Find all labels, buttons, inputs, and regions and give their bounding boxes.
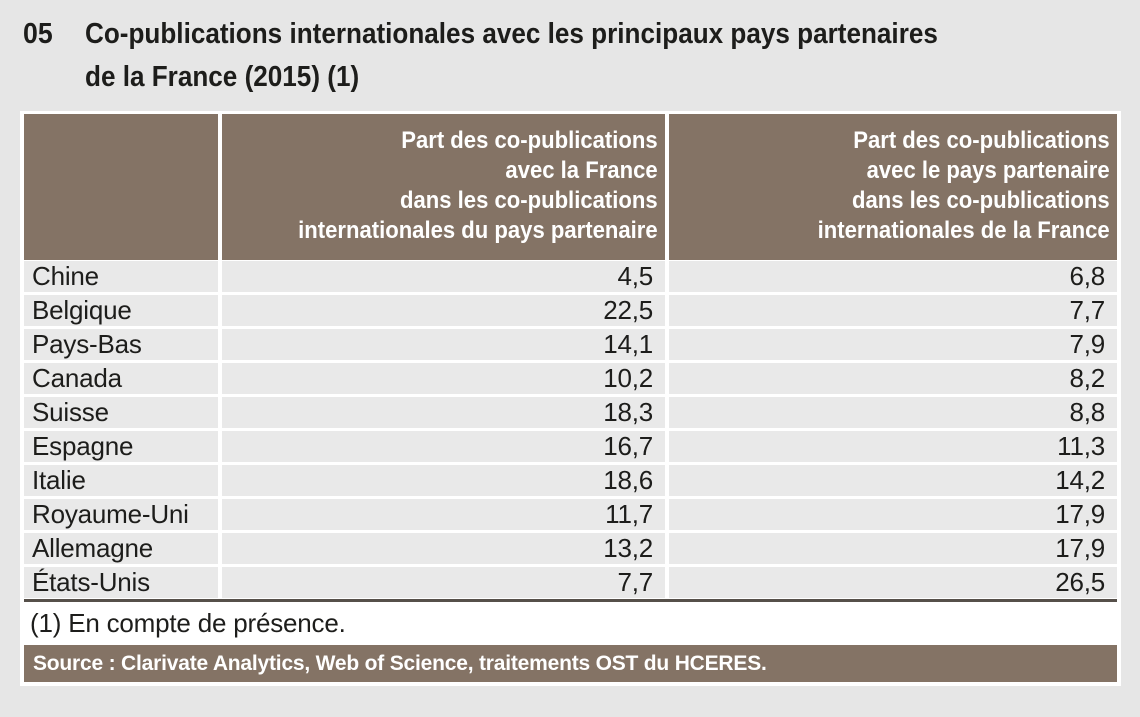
share-in-france-cell: 14,2 — [669, 465, 1117, 496]
share-in-partner-cell: 4,5 — [222, 261, 665, 292]
country-cell: Italie — [24, 465, 218, 496]
figure-title-block: 05 Co-publications internationales avec … — [0, 0, 1140, 99]
table-panel: Part des co-publications avec la France … — [20, 111, 1121, 686]
table-body: Chine 4,5 6,8 Belgique 22,5 7,7 Pays-Bas 14,1 7,… — [24, 261, 1117, 598]
figure-number: 05 — [23, 18, 53, 50]
column-header-share-in-france: Part des co-publications avec le pays pa… — [669, 114, 1117, 260]
share-in-partner-cell: 13,2 — [222, 533, 665, 564]
share-in-france-cell: 6,8 — [669, 261, 1117, 292]
table-row: Royaume-Uni 11,7 17,9 — [24, 499, 1117, 530]
column-header-share-in-partner: Part des co-publications avec la France … — [222, 114, 665, 260]
share-in-partner-cell: 10,2 — [222, 363, 665, 394]
corner-header-cell — [24, 114, 218, 260]
page-title: Co-publications internationales avec les… — [85, 13, 938, 99]
table-row: États-Unis 7,7 26,5 — [24, 567, 1117, 598]
share-in-france-cell: 11,3 — [669, 431, 1117, 462]
title-line-1: Co-publications internationales avec les… — [85, 18, 938, 50]
header-line: internationales de la France — [817, 217, 1110, 244]
country-cell: Espagne — [24, 431, 218, 462]
share-in-france-cell: 17,9 — [669, 499, 1117, 530]
header-line: avec la France — [505, 157, 658, 184]
header-line: dans les co-publications — [399, 187, 658, 214]
country-cell: Royaume-Uni — [24, 499, 218, 530]
header-line: Part des co-publications — [853, 127, 1110, 154]
share-in-france-cell: 26,5 — [669, 567, 1117, 598]
share-in-partner-cell: 18,3 — [222, 397, 665, 428]
table-header-row: Part des co-publications avec la France … — [24, 114, 1117, 260]
header-line: Part des co-publications — [401, 127, 658, 154]
share-in-partner-cell: 14,1 — [222, 329, 665, 360]
country-cell: Pays-Bas — [24, 329, 218, 360]
share-in-partner-cell: 22,5 — [222, 295, 665, 326]
footnote: (1) En compte de présence. — [24, 602, 1117, 645]
title-line-2: de la France (2015) (1) — [85, 61, 360, 93]
country-cell: Allemagne — [24, 533, 218, 564]
share-in-france-cell: 17,9 — [669, 533, 1117, 564]
table-row: Belgique 22,5 7,7 — [24, 295, 1117, 326]
table-bottom-border — [24, 599, 1117, 602]
share-in-france-cell: 8,8 — [669, 397, 1117, 428]
header-line: dans les co-publications — [851, 187, 1110, 214]
country-cell: Belgique — [24, 295, 218, 326]
share-in-france-cell: 7,7 — [669, 295, 1117, 326]
share-in-partner-cell: 11,7 — [222, 499, 665, 530]
share-in-france-cell: 8,2 — [669, 363, 1117, 394]
country-cell: Suisse — [24, 397, 218, 428]
table-row: Chine 4,5 6,8 — [24, 261, 1117, 292]
header-line: internationales du pays partenaire — [298, 217, 658, 244]
share-in-partner-cell: 16,7 — [222, 431, 665, 462]
source-bar: Source : Clarivate Analytics, Web of Sci… — [24, 645, 1117, 682]
table-row: Italie 18,6 14,2 — [24, 465, 1117, 496]
country-cell: États-Unis — [24, 567, 218, 598]
share-in-france-cell: 7,9 — [669, 329, 1117, 360]
table-row: Pays-Bas 14,1 7,9 — [24, 329, 1117, 360]
share-in-partner-cell: 18,6 — [222, 465, 665, 496]
country-cell: Canada — [24, 363, 218, 394]
share-in-partner-cell: 7,7 — [222, 567, 665, 598]
table-row: Allemagne 13,2 17,9 — [24, 533, 1117, 564]
table-row: Espagne 16,7 11,3 — [24, 431, 1117, 462]
table-row: Suisse 18,3 8,8 — [24, 397, 1117, 428]
table-row: Canada 10,2 8,2 — [24, 363, 1117, 394]
page: 05 Co-publications internationales avec … — [0, 0, 1140, 686]
column-header-text: Part des co-publications avec la France … — [257, 114, 665, 246]
column-header-text: Part des co-publications avec le pays pa… — [705, 114, 1117, 246]
country-cell: Chine — [24, 261, 218, 292]
header-line: avec le pays partenaire — [866, 157, 1110, 184]
